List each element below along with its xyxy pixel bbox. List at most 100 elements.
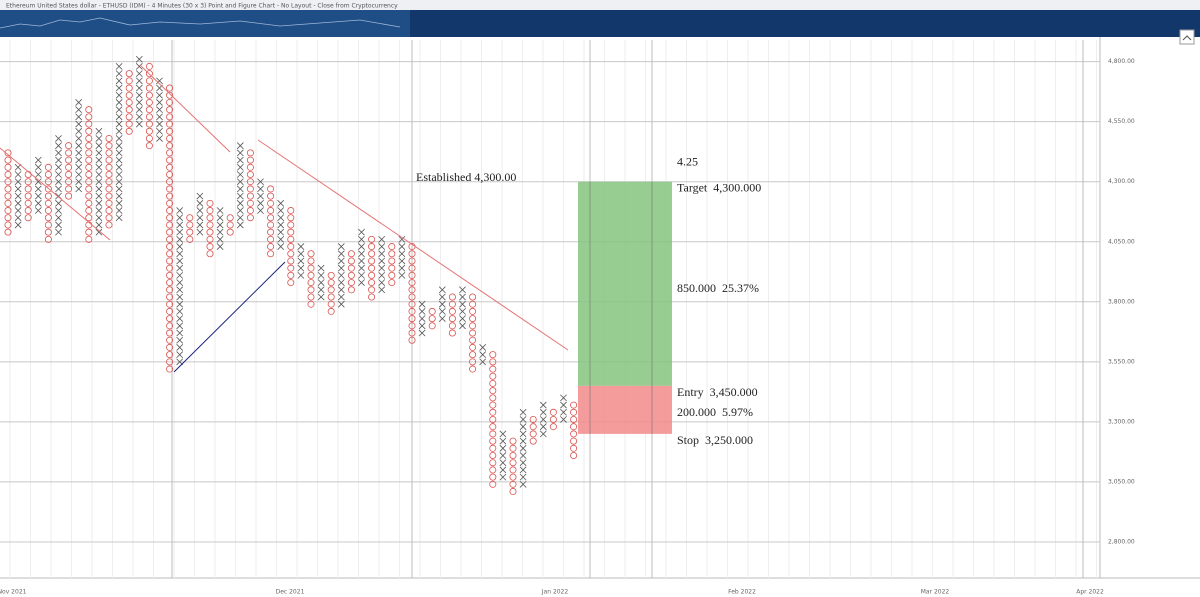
grid: 4,800.00 4,550.00 4,300.00 4,050.00 3,800.00… — [0, 40, 1135, 596]
o-box — [24, 199, 32, 207]
x-box — [55, 135, 62, 142]
o-box — [166, 98, 174, 106]
x-box — [358, 243, 365, 250]
o-box — [166, 142, 174, 150]
o-box — [347, 286, 355, 294]
x-box — [176, 257, 184, 265]
collapse-button[interactable] — [1179, 29, 1195, 45]
x-column — [135, 55, 143, 128]
x-month-label: Dec 2021 — [276, 589, 305, 596]
x-box — [14, 185, 22, 193]
o-box — [307, 286, 315, 294]
x-box — [55, 185, 62, 193]
y-tick-label: 4,300.00 — [1108, 178, 1135, 185]
x-box — [95, 135, 103, 142]
o-box — [408, 322, 416, 330]
x-box — [115, 156, 123, 164]
o-box — [489, 394, 497, 402]
x-box — [216, 235, 224, 243]
o-column — [428, 307, 436, 330]
x-column — [418, 300, 426, 337]
y-tick-label: 3,800.00 — [1108, 298, 1135, 305]
x-month-label: Feb 2022 — [728, 589, 756, 596]
x-box — [95, 228, 103, 236]
o-box — [509, 488, 517, 496]
o-column — [105, 134, 113, 229]
x-box — [539, 408, 547, 416]
o-box — [206, 207, 214, 215]
x-box — [95, 214, 103, 222]
o-box — [4, 170, 12, 179]
o-box — [44, 170, 52, 179]
o-box — [125, 98, 133, 106]
x-box — [277, 207, 285, 214]
o-box — [489, 466, 497, 474]
title-strip — [0, 0, 1200, 10]
x-box — [560, 394, 567, 402]
x-box — [277, 214, 285, 222]
o-box — [105, 170, 113, 179]
x-box — [75, 106, 83, 114]
x-box — [297, 243, 305, 250]
o-box — [145, 106, 153, 114]
x-box — [539, 416, 547, 423]
o-box — [327, 300, 335, 308]
x-box — [156, 127, 163, 135]
o-box — [287, 250, 295, 258]
x-box — [14, 214, 22, 222]
o-box — [125, 77, 133, 85]
x-box — [55, 199, 62, 207]
o-box — [388, 264, 396, 272]
o-box — [105, 149, 113, 157]
o-box — [166, 336, 174, 344]
o-box — [145, 77, 153, 85]
o-box — [448, 315, 456, 323]
x-box — [75, 178, 83, 186]
o-box — [44, 214, 52, 222]
o-box — [4, 156, 12, 164]
x-box — [75, 113, 83, 121]
x-box — [95, 178, 103, 186]
x-box — [519, 473, 527, 481]
o-box — [388, 243, 396, 251]
o-box — [186, 235, 194, 243]
o-box — [246, 170, 254, 179]
o-box — [85, 142, 93, 150]
o-box — [166, 207, 174, 215]
x-box — [115, 135, 123, 142]
o-box — [4, 199, 12, 207]
o-box — [145, 62, 153, 70]
x-box — [257, 185, 264, 193]
o-box — [44, 207, 52, 215]
o-box — [65, 163, 73, 171]
x-box — [358, 279, 365, 286]
o-box — [267, 228, 275, 236]
o-box — [529, 437, 537, 445]
o-box — [529, 423, 537, 431]
o-box — [469, 300, 477, 308]
o-box — [246, 178, 254, 186]
o-box — [44, 235, 52, 243]
x-box — [519, 459, 527, 467]
x-box — [337, 279, 345, 286]
o-box — [448, 322, 456, 330]
o-box — [166, 149, 174, 157]
x-box — [55, 221, 62, 229]
o-box — [408, 293, 416, 301]
o-box — [428, 315, 436, 323]
o-column — [327, 271, 335, 315]
x-box — [135, 120, 143, 128]
o-box — [145, 84, 153, 92]
o-box — [469, 365, 477, 373]
o-box — [267, 185, 275, 193]
o-box — [448, 329, 456, 337]
o-column — [4, 149, 12, 236]
x-column — [337, 243, 345, 308]
x-box — [257, 207, 264, 214]
x-box — [519, 466, 527, 474]
x-box — [398, 235, 406, 243]
o-box — [287, 257, 295, 265]
x-box — [337, 286, 345, 294]
x-box — [378, 271, 386, 279]
